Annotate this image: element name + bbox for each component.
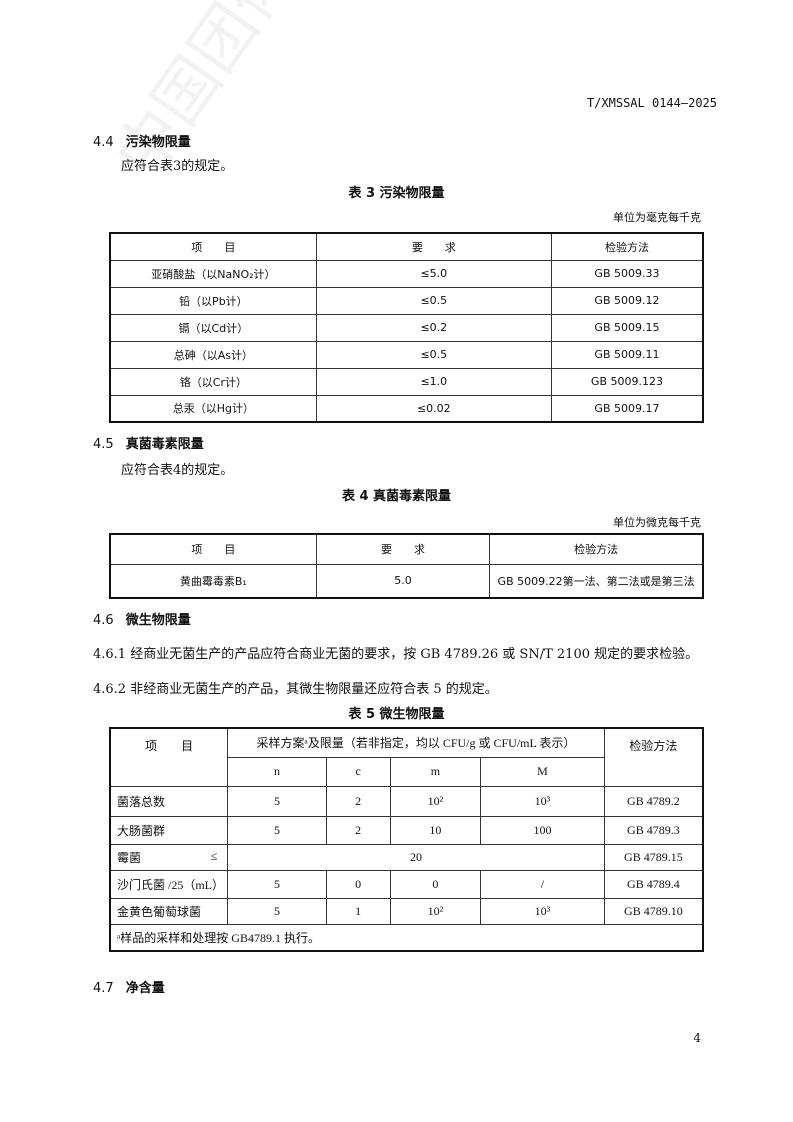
table-row: 霉菌 ≤ 20 GB 4789.15 bbox=[109, 843, 704, 871]
cell: 1 bbox=[325, 897, 391, 925]
table4-unit: 单位为微克每千克 bbox=[613, 516, 701, 529]
cell: GB 5009.11 bbox=[550, 340, 704, 369]
cell: 5 bbox=[227, 897, 327, 925]
cell: 0 bbox=[325, 869, 391, 899]
table4-mycotoxins: 项 目 要 求 检验方法 黄曲霉毒素B₁ 5.0 GB 5009.22第一法、第二法… bbox=[109, 533, 704, 599]
clause-4-6-2: 4.6.2 非经商业无菌生产的产品，其微生物限量还应符合表 5 的规定。 bbox=[93, 682, 498, 697]
cell: GB 4789.15 bbox=[603, 843, 704, 871]
header-cell: 检验方法 bbox=[603, 727, 704, 787]
section-4-5-heading: 4.5 真菌毒素限量 bbox=[93, 437, 204, 452]
cell: 菌落总数 bbox=[109, 785, 229, 817]
header-cell: m bbox=[389, 756, 482, 787]
cell: 20 bbox=[227, 843, 605, 871]
table-header-row: 项 目 采样方案ᵃ及限量（若非指定，均以 CFU/g 或 CFU/mL 表示） … bbox=[109, 727, 704, 787]
cell: 总砷（以As计） bbox=[109, 340, 317, 369]
cell: GB 5009.15 bbox=[550, 313, 704, 342]
table3-contaminants: 项 目 要 求 检验方法 亚硝酸盐（以NaNO₂计） ≤5.0 GB 5009.33… bbox=[109, 232, 704, 423]
table-row: 铬（以Cr计） ≤1.0 GB 5009.123 bbox=[109, 367, 704, 396]
section-4-5-text: 应符合表4的规定。 bbox=[121, 463, 234, 478]
cell: 5 bbox=[227, 869, 327, 899]
cell: 2 bbox=[325, 785, 391, 817]
header-cell: 采样方案ᵃ及限量（若非指定，均以 CFU/g 或 CFU/mL 表示） bbox=[227, 727, 605, 758]
cell: 5 bbox=[227, 785, 327, 817]
table-row: 菌落总数 5 2 10² 10³ GB 4789.2 bbox=[109, 785, 704, 817]
cell: 100 bbox=[480, 815, 605, 845]
table-row: 亚硝酸盐（以NaNO₂计） ≤5.0 GB 5009.33 bbox=[109, 259, 704, 288]
cell: GB 5009.22第一法、第二法或是第三法 bbox=[489, 563, 704, 599]
section-4-4-heading: 4.4 污染物限量 bbox=[93, 135, 191, 150]
table-header-row: 项 目 要 求 检验方法 bbox=[109, 232, 704, 261]
table-row: 大肠菌群 5 2 10 100 GB 4789.3 bbox=[109, 815, 704, 845]
header-cell: 项 目 bbox=[109, 727, 229, 787]
cell: 霉菌 ≤ bbox=[109, 843, 229, 871]
header-cell: 检验方法 bbox=[550, 232, 704, 261]
cell: 铅（以Pb计） bbox=[109, 286, 317, 315]
cell: GB 4789.3 bbox=[603, 815, 704, 845]
table-header-row: 项 目 要 求 检验方法 bbox=[109, 533, 704, 565]
cell: GB 4789.10 bbox=[603, 897, 704, 925]
table5-caption: 表 5 微生物限量 bbox=[348, 707, 445, 722]
table-row: 总汞（以Hg计） ≤0.02 GB 5009.17 bbox=[109, 394, 704, 423]
table5-microbial-limits: 项 目 采样方案ᵃ及限量（若非指定，均以 CFU/g 或 CFU/mL 表示） … bbox=[109, 727, 704, 952]
section-4-7-heading: 4.7 净含量 bbox=[93, 981, 165, 996]
header-cell: 要 求 bbox=[315, 232, 552, 261]
mold-label: 霉菌 bbox=[117, 850, 142, 865]
document-code: T/XMSSAL 0144—2025 bbox=[586, 96, 717, 110]
cell: GB 4789.4 bbox=[603, 869, 704, 899]
table-row: 总砷（以As计） ≤0.5 GB 5009.11 bbox=[109, 340, 704, 369]
cell: ≤0.2 bbox=[315, 313, 552, 342]
header-cell: M bbox=[480, 756, 605, 787]
cell: 10³ bbox=[480, 897, 605, 925]
cell: 大肠菌群 bbox=[109, 815, 229, 845]
table-row: 黄曲霉毒素B₁ 5.0 GB 5009.22第一法、第二法或是第三法 bbox=[109, 563, 704, 599]
table3-caption: 表 3 污染物限量 bbox=[348, 186, 445, 201]
cell: 2 bbox=[325, 815, 391, 845]
header-cell: n bbox=[227, 756, 327, 787]
table-footnote-row: ᵃ样品的采样和处理按 GB4789.1 执行。 bbox=[109, 923, 704, 952]
header-cell: 要 求 bbox=[315, 533, 491, 565]
section-4-4-text: 应符合表3的规定。 bbox=[121, 159, 234, 174]
cell: 10² bbox=[389, 785, 482, 817]
header-cell: c bbox=[325, 756, 391, 787]
cell: 沙门氏菌 /25（mL） bbox=[109, 869, 229, 899]
cell: 黄曲霉毒素B₁ bbox=[109, 563, 317, 599]
table4-caption: 表 4 真菌毒素限量 bbox=[341, 489, 452, 504]
cell: GB 5009.33 bbox=[550, 259, 704, 288]
cell: 铬（以Cr计） bbox=[109, 367, 317, 396]
page-number: 4 bbox=[693, 1031, 701, 1045]
cell: 金黄色葡萄球菌 bbox=[109, 897, 229, 925]
cell: 0 bbox=[389, 869, 482, 899]
cell: 镉（以Cd计） bbox=[109, 313, 317, 342]
cell: 5 bbox=[227, 815, 327, 845]
cell: GB 4789.2 bbox=[603, 785, 704, 817]
cell: 5.0 bbox=[315, 563, 491, 599]
footnote: ᵃ样品的采样和处理按 GB4789.1 执行。 bbox=[109, 923, 704, 952]
cell: 10³ bbox=[480, 785, 605, 817]
cell: GB 5009.12 bbox=[550, 286, 704, 315]
table-row: 铅（以Pb计） ≤0.5 GB 5009.12 bbox=[109, 286, 704, 315]
cell: ≤0.5 bbox=[315, 340, 552, 369]
section-4-6-heading: 4.6 微生物限量 bbox=[93, 613, 191, 628]
cell: 亚硝酸盐（以NaNO₂计） bbox=[109, 259, 317, 288]
clause-4-6-1: 4.6.1 经商业无菌生产的产品应符合商业无菌的要求，按 GB 4789.26 … bbox=[93, 647, 699, 662]
header-cell: 项 目 bbox=[109, 232, 317, 261]
le-sign: ≤ bbox=[210, 848, 218, 863]
cell: ≤1.0 bbox=[315, 367, 552, 396]
cell: ≤0.5 bbox=[315, 286, 552, 315]
table-row: 镉（以Cd计） ≤0.2 GB 5009.15 bbox=[109, 313, 704, 342]
cell: 10 bbox=[389, 815, 482, 845]
table-subheader-row: n c m M bbox=[110, 756, 703, 787]
cell: ≤5.0 bbox=[315, 259, 552, 288]
cell: ≤0.02 bbox=[315, 394, 552, 423]
cell: 10² bbox=[389, 897, 482, 925]
cell: / bbox=[480, 869, 605, 899]
cell: 总汞（以Hg计） bbox=[109, 394, 317, 423]
header-cell: 项 目 bbox=[109, 533, 317, 565]
table-row: 金黄色葡萄球菌 5 1 10² 10³ GB 4789.10 bbox=[109, 897, 704, 925]
cell: GB 5009.17 bbox=[550, 394, 704, 423]
cell: GB 5009.123 bbox=[550, 367, 704, 396]
header-cell: 检验方法 bbox=[489, 533, 704, 565]
table3-unit: 单位为毫克每千克 bbox=[613, 211, 701, 224]
table-row: 沙门氏菌 /25（mL） 5 0 0/GB 4789.4 bbox=[109, 869, 704, 899]
